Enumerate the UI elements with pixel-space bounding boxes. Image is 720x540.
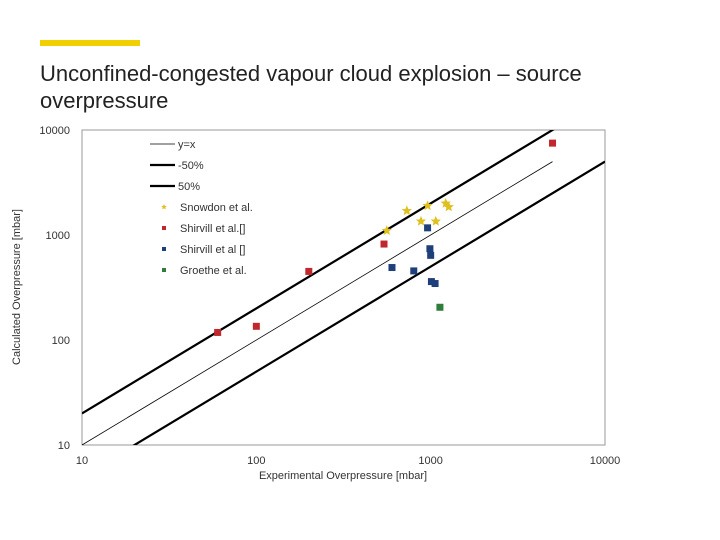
data-point-s2-6 xyxy=(431,280,439,288)
data-point-s0-2 xyxy=(415,215,427,226)
data-point-s2-4 xyxy=(427,251,435,259)
data-point-s1-0 xyxy=(214,328,222,336)
data-point-s0-1 xyxy=(401,205,412,216)
reference-line-0 xyxy=(82,161,553,445)
data-point-s1-4 xyxy=(549,139,557,147)
title-accent-bar xyxy=(40,40,140,46)
legend-marker-swatch xyxy=(162,226,166,230)
y-tick-label: 1000 xyxy=(46,230,70,242)
legend-label: Groethe et al. xyxy=(180,265,247,277)
legend-marker-swatch xyxy=(161,204,167,210)
data-point-s0-3 xyxy=(422,200,433,211)
data-point-s1-3 xyxy=(380,240,388,248)
y-tick-label: 100 xyxy=(52,335,70,347)
x-tick-label: 1000 xyxy=(418,455,442,467)
y-tick-label: 10000 xyxy=(39,125,70,137)
data-point-s0-0 xyxy=(381,225,392,236)
data-point-s2-5 xyxy=(427,278,435,286)
legend-label: Snowdon et al. xyxy=(180,202,253,214)
reference-line-1 xyxy=(132,160,605,445)
legend-label: -50% xyxy=(178,160,204,172)
slide-title: Unconfined-congested vapour cloud explos… xyxy=(40,61,582,113)
x-tick-label: 10000 xyxy=(590,455,621,467)
data-point-s2-2 xyxy=(424,224,432,232)
data-point-s1-1 xyxy=(252,322,260,330)
y-tick-label: 10 xyxy=(58,440,70,452)
data-point-s0-6 xyxy=(443,201,454,212)
data-point-s2-3 xyxy=(426,245,434,253)
legend-marker-swatch xyxy=(162,247,166,251)
legend-label: Shirvill et al.[] xyxy=(180,223,245,235)
x-tick-label: 10 xyxy=(76,455,88,467)
data-point-s0-4 xyxy=(430,215,441,226)
legend-label: 50% xyxy=(178,181,200,193)
legend-label: Shirvill et al [] xyxy=(180,244,245,256)
legend-label: y=x xyxy=(178,139,196,151)
reference-line-2 xyxy=(82,130,555,415)
data-point-s2-1 xyxy=(410,267,418,275)
legend-marker-swatch xyxy=(162,268,166,272)
x-tick-label: 100 xyxy=(247,455,265,467)
y-axis-label: Calculated Overpressure [mbar] xyxy=(11,209,23,365)
x-axis-label: Experimental Overpressure [mbar] xyxy=(259,470,427,482)
data-point-s1-2 xyxy=(305,267,313,275)
data-point-s2-0 xyxy=(388,264,396,272)
data-point-s3-0 xyxy=(436,303,444,311)
